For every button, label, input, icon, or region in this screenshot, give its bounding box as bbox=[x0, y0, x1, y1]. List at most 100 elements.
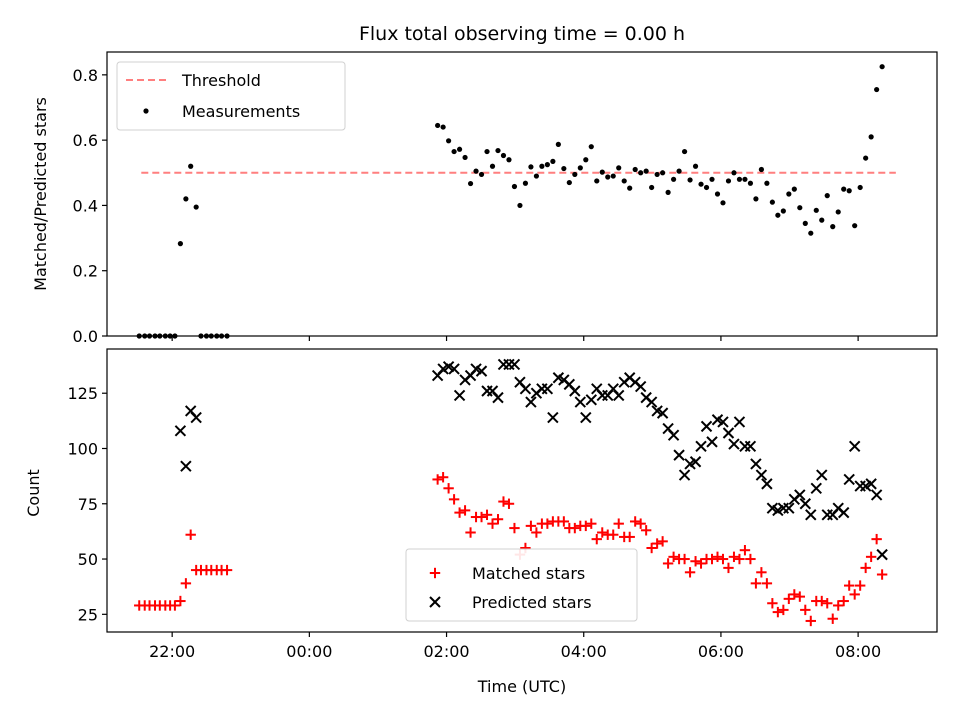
top-dot-point bbox=[489, 163, 496, 169]
top-dot-point bbox=[183, 196, 189, 202]
bottom-x-point bbox=[645, 396, 658, 408]
bottom-y-axis-label: Count bbox=[24, 469, 43, 517]
top-dot-point bbox=[484, 148, 490, 155]
top-dot-point bbox=[188, 163, 194, 169]
bottom-x-tick-label: 00:00 bbox=[286, 642, 332, 661]
bottom-plus-point bbox=[454, 507, 465, 518]
legend-threshold-label: Threshold bbox=[181, 71, 261, 90]
top-dot-point bbox=[819, 217, 825, 223]
top-dot-point bbox=[435, 122, 441, 129]
bottom-x-tick-label: 02:00 bbox=[423, 642, 469, 661]
bottom-plus-point bbox=[591, 533, 602, 545]
top-dot-point bbox=[643, 168, 649, 174]
bottom-x-point bbox=[700, 420, 713, 433]
bottom-plus-point bbox=[854, 580, 866, 591]
top-dot-point bbox=[731, 170, 737, 176]
top-dot-point bbox=[632, 166, 638, 173]
bottom-plus-point bbox=[608, 529, 619, 540]
bottom-plus-point bbox=[651, 538, 663, 549]
legend-measurements-swatch bbox=[143, 108, 149, 114]
bottom-x-point bbox=[761, 478, 773, 490]
bottom-plus-point bbox=[767, 598, 778, 609]
bottom-plus-point bbox=[849, 589, 860, 600]
bottom-plus-point bbox=[662, 558, 674, 569]
top-dot-point bbox=[808, 230, 814, 236]
top-dot-point bbox=[830, 224, 836, 230]
bottom-plus-point bbox=[860, 562, 871, 574]
bottom-plus-point bbox=[613, 518, 624, 529]
top-dot-point bbox=[539, 163, 545, 169]
bottom-x-point bbox=[750, 458, 762, 470]
bottom-x-point bbox=[634, 380, 647, 393]
bottom-x-point bbox=[848, 440, 861, 452]
bottom-x-tick-label: 08:00 bbox=[835, 642, 881, 661]
top-dot-point bbox=[857, 184, 863, 191]
bottom-plus-point bbox=[750, 578, 762, 589]
bottom-x-point bbox=[865, 478, 877, 490]
bottom-plus-point bbox=[525, 520, 537, 532]
bottom-plus-point bbox=[783, 593, 795, 605]
bottom-x-point bbox=[728, 438, 740, 450]
top-dot-point bbox=[583, 157, 589, 163]
bottom-x-point bbox=[689, 456, 702, 468]
bottom-x-point bbox=[453, 389, 466, 402]
top-dot-point bbox=[572, 171, 578, 178]
top-dot-point bbox=[703, 184, 710, 191]
bottom-x-point bbox=[755, 469, 768, 481]
top-dot-point bbox=[824, 193, 830, 199]
bottom-plus-point bbox=[629, 516, 641, 527]
bottom-x-tick-label: 22:00 bbox=[149, 642, 195, 661]
bottom-plus-point bbox=[772, 606, 784, 618]
top-dot-point bbox=[616, 165, 622, 171]
top-y-axis-label: Matched/Predicted stars bbox=[31, 97, 50, 291]
bottom-x-point bbox=[799, 498, 812, 510]
top-dot-point bbox=[177, 241, 183, 247]
top-dot-point bbox=[577, 165, 583, 171]
bottom-plus-point bbox=[448, 494, 460, 505]
top-dot-point bbox=[660, 170, 666, 176]
top-dot-point bbox=[561, 165, 567, 172]
legend-box bbox=[405, 548, 638, 622]
bottom-plus-point bbox=[756, 567, 767, 578]
bottom-x-point bbox=[706, 436, 718, 448]
bottom-plus-point bbox=[827, 613, 838, 624]
bottom-plus-point bbox=[816, 595, 827, 607]
bottom-y-tick-label: 100 bbox=[67, 439, 98, 458]
bottom-plus-point bbox=[717, 553, 729, 565]
top-dot-point bbox=[681, 148, 688, 155]
bottom-x-point bbox=[585, 394, 597, 406]
top-dot-point bbox=[764, 180, 770, 186]
top-dot-point bbox=[879, 64, 885, 70]
top-dot-point bbox=[550, 158, 556, 164]
bottom-x-point bbox=[805, 509, 817, 521]
top-dot-point bbox=[725, 178, 732, 184]
top-dot-point bbox=[846, 188, 852, 194]
top-dot-point bbox=[462, 154, 468, 161]
bottom-x-point bbox=[656, 407, 669, 419]
bottom-plus-point bbox=[569, 522, 581, 534]
bottom-plus-point bbox=[624, 531, 635, 543]
bottom-plus-point bbox=[175, 595, 186, 607]
bottom-plus-point bbox=[745, 553, 756, 565]
top-dot-point bbox=[835, 209, 841, 215]
bottom-plus-point bbox=[437, 472, 449, 483]
legend-matched-label: Matched stars bbox=[472, 564, 585, 583]
top-dot-point bbox=[676, 168, 682, 174]
bottom-x-tick-label: 06:00 bbox=[698, 642, 744, 661]
bottom-x-point bbox=[448, 363, 460, 375]
bottom-plus-point bbox=[805, 615, 816, 627]
top-dot-point bbox=[780, 208, 786, 214]
bottom-plus-point bbox=[498, 496, 509, 507]
bottom-plus-point bbox=[706, 553, 718, 565]
top-dot-point bbox=[692, 163, 699, 169]
bottom-plot-area: 25 50 75 100 125 22:00 00:00 02:00 04:00 06:00 08:… bbox=[67, 348, 938, 661]
top-dot-point bbox=[863, 155, 869, 161]
top-dot-point bbox=[868, 134, 874, 140]
top-dot-point bbox=[193, 204, 199, 210]
top-dot-point bbox=[555, 141, 561, 147]
bottom-plus-point bbox=[739, 544, 751, 556]
top-dot-point bbox=[791, 186, 797, 192]
legend-measurements-label: Measurements bbox=[182, 102, 300, 121]
top-dot-point bbox=[736, 176, 743, 182]
